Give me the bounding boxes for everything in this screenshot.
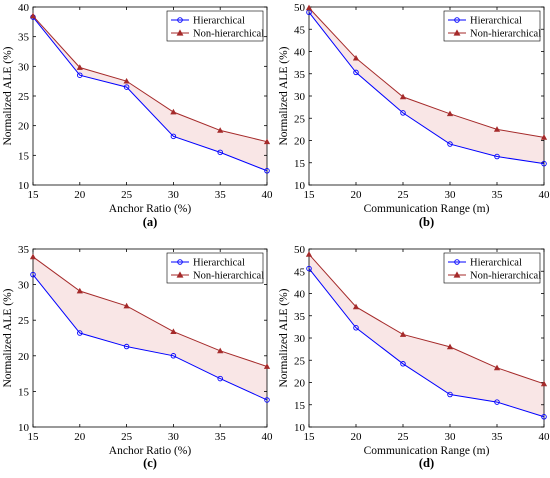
- panel-caption: (b): [419, 215, 434, 229]
- x-tick-label: 20: [74, 189, 86, 201]
- legend-label: Hierarchical: [470, 16, 522, 27]
- x-tick-label: 40: [539, 189, 550, 201]
- x-tick-label: 15: [28, 189, 40, 201]
- x-axis-label: Communication Range (m): [364, 203, 490, 215]
- y-tick-label: 35: [18, 244, 30, 256]
- legend-label: Hierarchical: [470, 258, 522, 269]
- y-tick-label: 25: [18, 315, 30, 327]
- x-tick-label: 40: [539, 431, 550, 443]
- y-tick-label: 25: [294, 355, 306, 367]
- panel-caption: (c): [143, 456, 157, 470]
- y-tick-label: 50: [294, 244, 306, 256]
- x-tick-label: 15: [304, 431, 316, 443]
- legend-label: Non-hierarchical: [470, 29, 541, 40]
- y-tick-label: 35: [294, 311, 306, 323]
- y-tick-label: 20: [18, 351, 30, 363]
- legend-label: Hierarchical: [193, 16, 245, 27]
- x-tick-label: 15: [28, 431, 40, 443]
- y-tick-label: 30: [294, 91, 306, 103]
- data-point-non-hierarchical: [30, 254, 35, 259]
- panel-caption: (a): [143, 215, 158, 229]
- y-axis-label: Normalized ALE (%): [2, 288, 14, 387]
- y-tick-label: 15: [294, 158, 306, 170]
- x-tick-label: 30: [168, 431, 180, 443]
- y-tick-label: 30: [18, 280, 30, 292]
- x-tick-label: 20: [74, 431, 86, 443]
- x-tick-label: 30: [445, 431, 457, 443]
- y-tick-label: 40: [294, 47, 306, 59]
- y-tick-label: 20: [18, 121, 30, 133]
- legend-label: Non-hierarchical: [470, 271, 541, 282]
- y-axis-label: Normalized ALE (%): [278, 288, 290, 387]
- y-tick-label: 20: [294, 136, 306, 148]
- y-tick-label: 15: [18, 386, 30, 398]
- y-axis-label: Normalized ALE (%): [2, 46, 14, 145]
- y-tick-label: 15: [294, 400, 306, 412]
- y-tick-label: 35: [18, 32, 30, 44]
- x-tick-label: 25: [398, 189, 410, 201]
- x-tick-label: 35: [215, 431, 227, 443]
- x-tick-label: 35: [215, 189, 227, 201]
- y-tick-label: 40: [294, 289, 306, 301]
- y-tick-label: 15: [18, 150, 30, 162]
- y-tick-label: 45: [294, 266, 306, 278]
- legend-label: Non-hierarchical: [193, 271, 264, 282]
- data-point-non-hierarchical: [306, 5, 311, 10]
- y-tick-label: 30: [294, 333, 306, 345]
- x-tick-label: 25: [121, 189, 133, 201]
- panel-caption: (d): [419, 456, 434, 470]
- x-tick-label: 30: [445, 189, 457, 201]
- y-tick-label: 45: [294, 24, 306, 36]
- y-tick-label: 10: [18, 422, 30, 434]
- y-axis-label: Normalized ALE (%): [278, 46, 290, 145]
- y-tick-label: 10: [18, 180, 30, 192]
- x-tick-label: 20: [351, 431, 363, 443]
- y-tick-label: 10: [294, 422, 306, 434]
- x-axis-label: Anchor Ratio (%): [109, 203, 192, 215]
- x-tick-label: 40: [262, 189, 274, 201]
- data-point-non-hierarchical: [306, 252, 311, 257]
- y-tick-label: 35: [294, 69, 306, 81]
- x-tick-label: 25: [121, 431, 133, 443]
- x-tick-label: 35: [492, 431, 504, 443]
- legend-label: Hierarchical: [193, 258, 245, 269]
- x-tick-label: 30: [168, 189, 180, 201]
- y-tick-label: 20: [294, 378, 306, 390]
- x-tick-label: 20: [351, 189, 363, 201]
- x-tick-label: 25: [398, 431, 410, 443]
- x-tick-label: 15: [304, 189, 316, 201]
- y-tick-label: 25: [294, 113, 306, 125]
- legend-label: Non-hierarchical: [193, 29, 264, 40]
- x-tick-label: 40: [262, 431, 274, 443]
- y-tick-label: 30: [18, 61, 30, 73]
- y-tick-label: 50: [294, 2, 306, 14]
- y-tick-label: 10: [294, 180, 306, 192]
- y-tick-label: 25: [18, 91, 30, 103]
- y-tick-label: 40: [18, 2, 30, 14]
- x-tick-label: 35: [492, 189, 504, 201]
